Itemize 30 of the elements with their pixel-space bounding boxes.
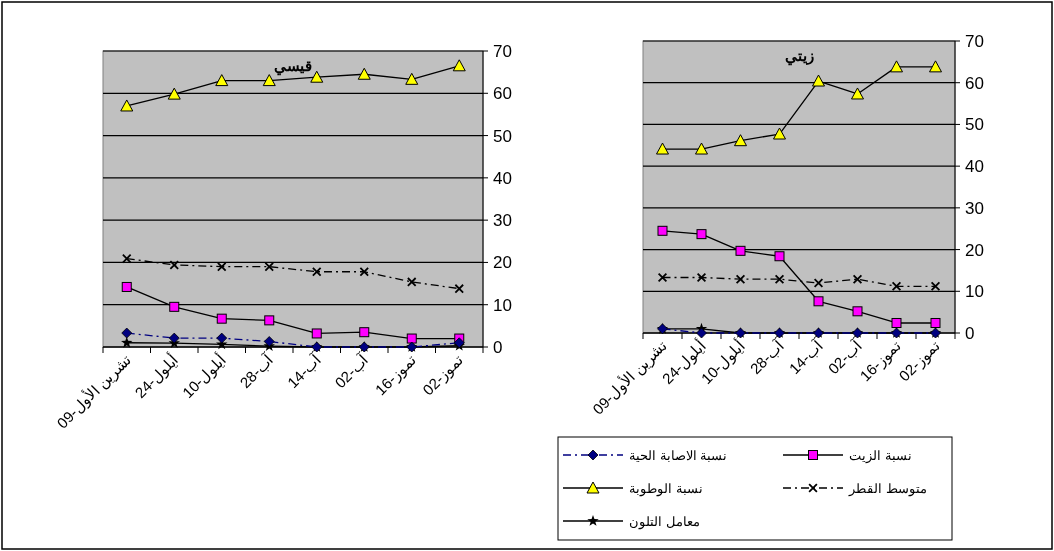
chart-title: زيتي: [784, 47, 814, 66]
y-tick-label: 0: [493, 338, 503, 357]
y-tick-label: 50: [493, 126, 512, 146]
y-tick-label: 50: [965, 115, 984, 135]
legend-label: نسبة الاصابة الحية: [629, 448, 728, 463]
legend-label: معامل التلون: [629, 514, 700, 530]
y-tick-label: 10: [965, 282, 984, 302]
x-tick-label: آب-28: [236, 350, 278, 392]
y-tick-label: 40: [965, 157, 984, 177]
x-tick-label: آب-14: [785, 336, 827, 378]
legend-label: نسبة الزيت: [849, 448, 912, 464]
y-tick-label: 10: [493, 295, 512, 315]
y-tick-label: 60: [493, 84, 512, 104]
y-tick-label: 20: [965, 240, 984, 260]
x-tick-label: آب-02: [331, 350, 373, 392]
x-tick-label: آب-28: [746, 336, 788, 378]
y-tick-label: 70: [965, 32, 984, 51]
x-tick-label: تموز-02: [419, 351, 468, 399]
y-tick-label: 0: [965, 324, 975, 343]
y-tick-label: 30: [493, 211, 512, 231]
y-tick-label: 20: [493, 253, 512, 273]
x-tick-label: آب-14: [283, 350, 325, 392]
y-tick-label: 60: [965, 73, 984, 93]
legend-label: نسبة الوطوبة: [629, 481, 703, 497]
y-tick-label: 70: [493, 42, 512, 61]
legend-label: متوسط القطر: [848, 481, 927, 497]
chart-title: قيسي: [274, 57, 312, 76]
x-tick-label: تموز-16: [371, 351, 420, 399]
y-tick-label: 40: [493, 168, 512, 188]
y-tick-label: 30: [965, 198, 984, 218]
